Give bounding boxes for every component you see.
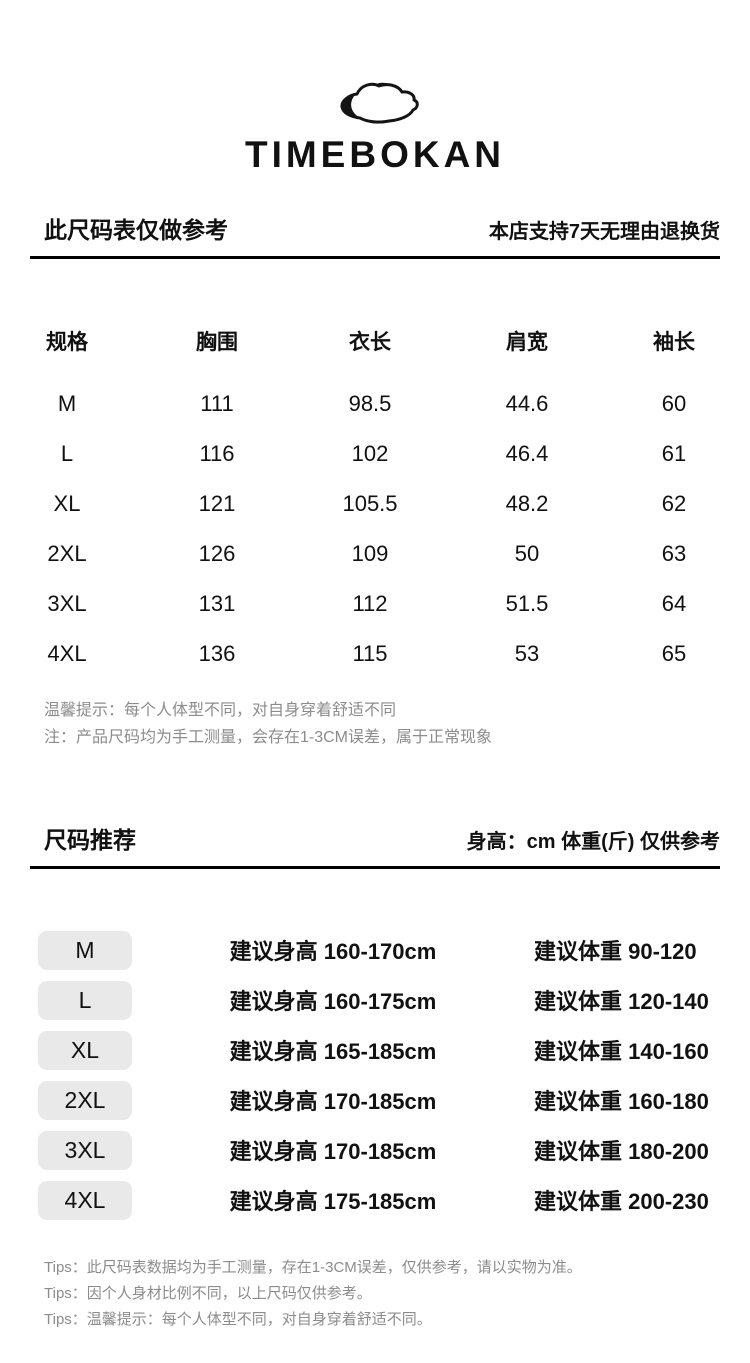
cloud-icon [0, 74, 750, 132]
cell-size: 4XL [47, 641, 87, 666]
bottom-tips: Tips：此尺码表数据均为手工测量，存在1-3CM误差，仅供参考，请以实物为准。… [44, 1255, 720, 1333]
cell-shoulder: 48.2 [505, 491, 549, 516]
size-table: 规格 胸围 衣长 肩宽 袖长 M 111 98.5 44.6 60 L 116 … [30, 317, 720, 679]
size-recommendation-header: 尺码推荐 身高：cm 体重(斤) 仅供参考 [30, 826, 720, 869]
cell-length: 98.5 [348, 391, 392, 416]
cell-sleeve: 63 [661, 541, 687, 566]
cell-chest: 136 [198, 641, 236, 666]
cell-shoulder: 46.4 [505, 441, 549, 466]
cell-shoulder: 50 [514, 541, 540, 566]
rec-row: M 建议身高 160-170cm 建议体重 90-120 [30, 925, 720, 975]
size-recommendation-list: M 建议身高 160-170cm 建议体重 90-120 L 建议身高 160-… [30, 925, 720, 1225]
rec-row: 2XL 建议身高 170-185cm 建议体重 160-180 [30, 1075, 720, 1125]
cell-length: 112 [352, 591, 388, 616]
cell-chest: 126 [198, 541, 236, 566]
size-badge: XL [38, 1030, 132, 1070]
cell-length: 105.5 [342, 491, 398, 516]
rec-weight: 建议体重 180-200 [534, 1139, 709, 1164]
tip-line: Tips：温馨提示：每个人体型不同，对自身穿着舒适不同。 [44, 1311, 432, 1328]
brand-name: TIMEBOKAN [244, 134, 506, 175]
size-badge: 2XL [38, 1080, 132, 1120]
table-row: 4XL 136 115 53 65 [30, 629, 720, 679]
rec-weight: 建议体重 140-160 [534, 1039, 709, 1064]
table-row: 2XL 126 109 50 63 [30, 529, 720, 579]
size-recommendation-section: 尺码推荐 身高：cm 体重(斤) 仅供参考 M 建议身高 160-170cm 建… [30, 826, 720, 1333]
table-row: XL 121 105.5 48.2 62 [30, 479, 720, 529]
rec-height: 建议身高 170-185cm [229, 1089, 437, 1114]
table-row: L 116 102 46.4 61 [30, 429, 720, 479]
rec-row: 3XL 建议身高 170-185cm 建议体重 180-200 [30, 1125, 720, 1175]
rec-weight: 建议体重 90-120 [534, 939, 697, 964]
rec-height: 建议身高 170-185cm [229, 1139, 437, 1164]
tip-line: Tips：因个人身材比例不同，以上尺码仅供参考。 [44, 1285, 372, 1302]
size-recommendation-title: 尺码推荐 [44, 827, 136, 853]
column-header-sleeve: 袖长 [653, 331, 695, 354]
height-weight-unit-note: 身高：cm 体重(斤) 仅供参考 [466, 831, 720, 853]
tip-line: Tips：此尺码表数据均为手工测量，存在1-3CM误差，仅供参考，请以实物为准。 [44, 1259, 582, 1276]
size-badge: L [38, 980, 132, 1020]
column-header-chest: 胸围 [196, 331, 238, 354]
table-row: M 111 98.5 44.6 60 [30, 379, 720, 429]
note-line: 温馨提示：每个人体型不同，对自身穿着舒适不同 [44, 702, 397, 719]
cell-chest: 116 [199, 441, 235, 466]
return-policy-note: 本店支持7天无理由退换货 [488, 221, 720, 243]
cell-shoulder: 44.6 [505, 391, 549, 416]
cell-length: 109 [351, 541, 389, 566]
table-row: 3XL 131 112 51.5 64 [30, 579, 720, 629]
measurement-notes: 温馨提示：每个人体型不同，对自身穿着舒适不同 注：产品尺码均为手工测量，会存在1… [44, 697, 720, 751]
rec-weight: 建议体重 160-180 [534, 1089, 709, 1114]
rec-height: 建议身高 160-170cm [229, 939, 437, 964]
rec-height: 建议身高 175-185cm [229, 1189, 437, 1214]
cell-length: 102 [351, 441, 389, 466]
cell-sleeve: 61 [661, 441, 687, 466]
size-table-title: 此尺码表仅做参考 [44, 217, 228, 243]
cell-chest: 111 [200, 391, 234, 416]
cell-size: 2XL [47, 541, 87, 566]
column-header-length: 衣长 [349, 331, 391, 354]
cell-chest: 131 [198, 591, 236, 616]
cell-length: 115 [352, 641, 388, 666]
size-badge: 4XL [38, 1180, 132, 1220]
cell-size: L [60, 441, 74, 466]
size-table-section-header: 此尺码表仅做参考 本店支持7天无理由退换货 [30, 216, 720, 259]
size-badge: 3XL [38, 1130, 132, 1170]
size-table-section: 此尺码表仅做参考 本店支持7天无理由退换货 规格 胸围 衣长 肩宽 袖长 M 1… [30, 216, 720, 751]
cell-shoulder: 51.5 [505, 591, 549, 616]
brand-header: TIMEBOKAN [0, 0, 750, 176]
cell-size: XL [53, 491, 81, 516]
size-badge: M [38, 930, 132, 970]
size-table-header-row: 规格 胸围 衣长 肩宽 袖长 [30, 317, 720, 365]
column-header-spec: 规格 [46, 331, 88, 354]
cell-sleeve: 65 [661, 641, 687, 666]
cell-size: 3XL [47, 591, 87, 616]
rec-row: L 建议身高 160-175cm 建议体重 120-140 [30, 975, 720, 1025]
rec-row: 4XL 建议身高 175-185cm 建议体重 200-230 [30, 1175, 720, 1225]
rec-height: 建议身高 160-175cm [229, 989, 437, 1014]
cell-size: M [57, 391, 77, 416]
cell-sleeve: 64 [661, 591, 687, 616]
cell-sleeve: 60 [661, 391, 687, 416]
note-line: 注：产品尺码均为手工测量，会存在1-3CM误差，属于正常现象 [44, 729, 493, 746]
cell-sleeve: 62 [661, 491, 687, 516]
rec-row: XL 建议身高 165-185cm 建议体重 140-160 [30, 1025, 720, 1075]
column-header-shoulder: 肩宽 [506, 331, 548, 354]
rec-weight: 建议体重 200-230 [534, 1189, 709, 1214]
rec-height: 建议身高 165-185cm [229, 1039, 437, 1064]
cell-chest: 121 [198, 491, 236, 516]
rec-weight: 建议体重 120-140 [534, 989, 709, 1014]
cell-shoulder: 53 [514, 641, 540, 666]
